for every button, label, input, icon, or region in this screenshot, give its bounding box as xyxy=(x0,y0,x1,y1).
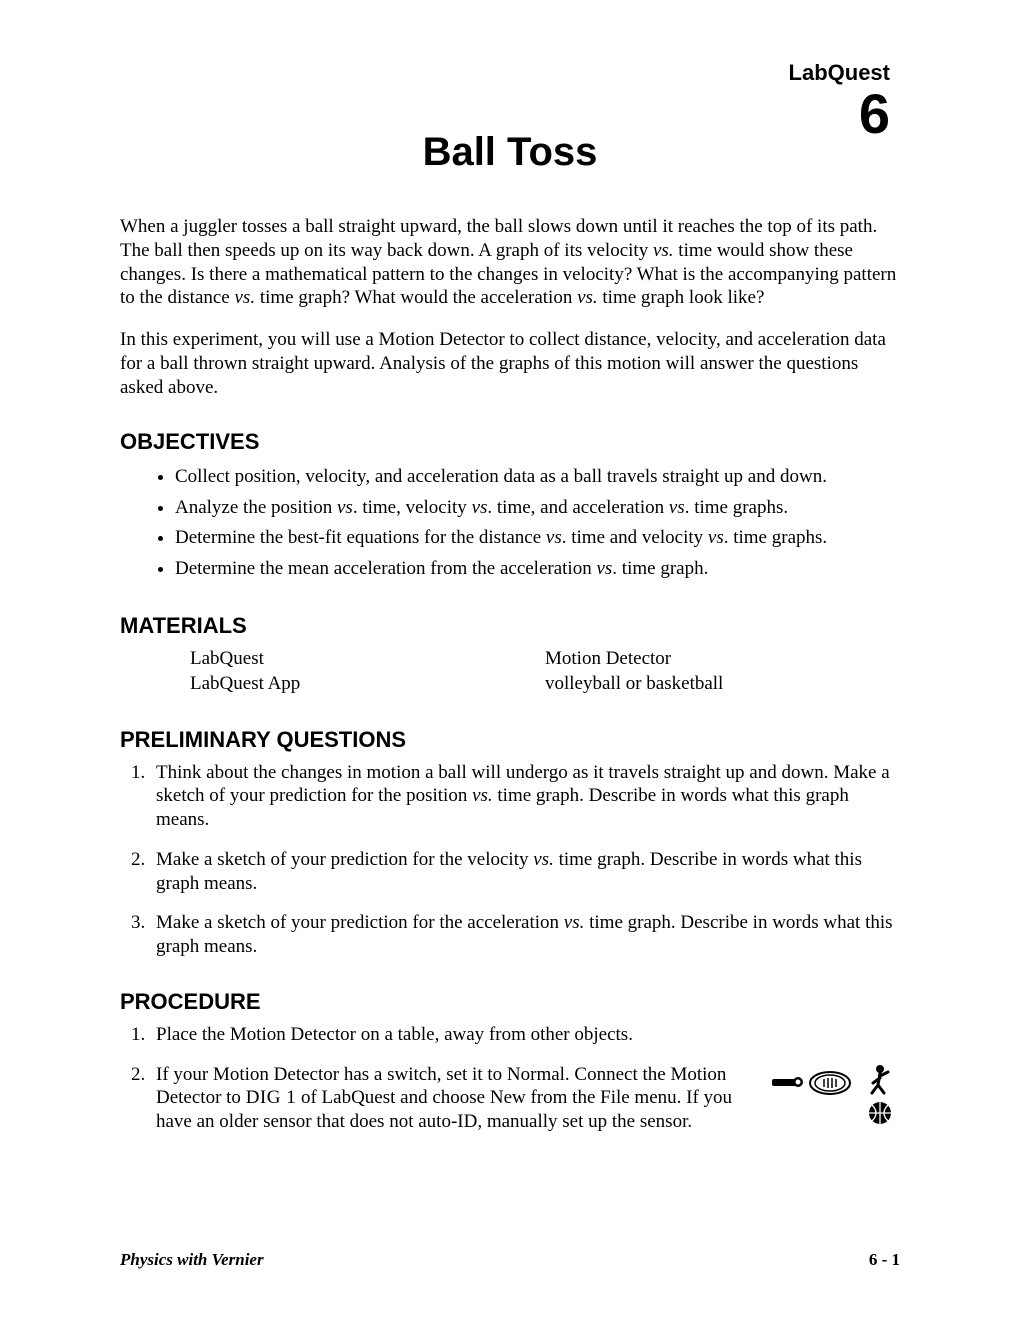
material-item: volleyball or basketball xyxy=(545,672,900,697)
header-block: LabQuest 6 xyxy=(789,60,890,142)
objectives-heading: OBJECTIVES xyxy=(120,429,900,455)
objective-item: Analyze the position vs. time, velocity … xyxy=(175,494,900,523)
material-item: Motion Detector xyxy=(545,647,900,672)
materials-col-2: Motion Detector volleyball or basketball xyxy=(545,647,900,696)
lab-number: 6 xyxy=(789,86,890,142)
procedure-item: Place the Motion Detector on a table, aw… xyxy=(150,1023,900,1047)
intro-paragraph-1: When a juggler tosses a ball straight up… xyxy=(120,215,900,310)
procedure-item: If your Motion Detector has a switch, se… xyxy=(150,1063,900,1134)
material-item: LabQuest App xyxy=(190,672,545,697)
page-footer: Physics with Vernier 6 - 1 xyxy=(120,1250,900,1270)
objectives-list: Collect position, velocity, and accelera… xyxy=(120,463,900,583)
prelim-heading: PRELIMINARY QUESTIONS xyxy=(120,727,900,753)
sensor-diagram xyxy=(770,1063,900,1128)
materials-col-1: LabQuest LabQuest App xyxy=(190,647,545,696)
intro-paragraph-2: In this experiment, you will use a Motio… xyxy=(120,328,900,399)
footer-right: 6 - 1 xyxy=(869,1250,900,1270)
objective-item: Determine the best-fit equations for the… xyxy=(175,524,900,553)
objective-item: Determine the mean acceleration from the… xyxy=(175,555,900,584)
material-item: LabQuest xyxy=(190,647,545,672)
basketball-icon xyxy=(869,1102,891,1124)
objective-item: Collect position, velocity, and accelera… xyxy=(175,463,900,492)
prelim-item: Make a sketch of your prediction for the… xyxy=(150,848,900,896)
person-walking-icon xyxy=(872,1065,888,1093)
switch-icon xyxy=(772,1077,803,1087)
footer-left: Physics with Vernier xyxy=(120,1250,264,1270)
procedure-list: Place the Motion Detector on a table, aw… xyxy=(120,1023,900,1134)
procedure-heading: PROCEDURE xyxy=(120,989,900,1015)
prelim-item: Make a sketch of your prediction for the… xyxy=(150,911,900,959)
document-title: Ball Toss xyxy=(120,130,900,175)
motion-sensor-icon xyxy=(810,1072,850,1094)
page: LabQuest 6 Ball Toss When a juggler toss… xyxy=(0,0,1020,1320)
prelim-item: Think about the changes in motion a ball… xyxy=(150,761,900,832)
procedure-item-text: If your Motion Detector has a switch, se… xyxy=(156,1063,756,1134)
materials-heading: MATERIALS xyxy=(120,613,900,639)
materials-columns: LabQuest LabQuest App Motion Detector vo… xyxy=(190,647,900,696)
prelim-list: Think about the changes in motion a ball… xyxy=(120,761,900,959)
